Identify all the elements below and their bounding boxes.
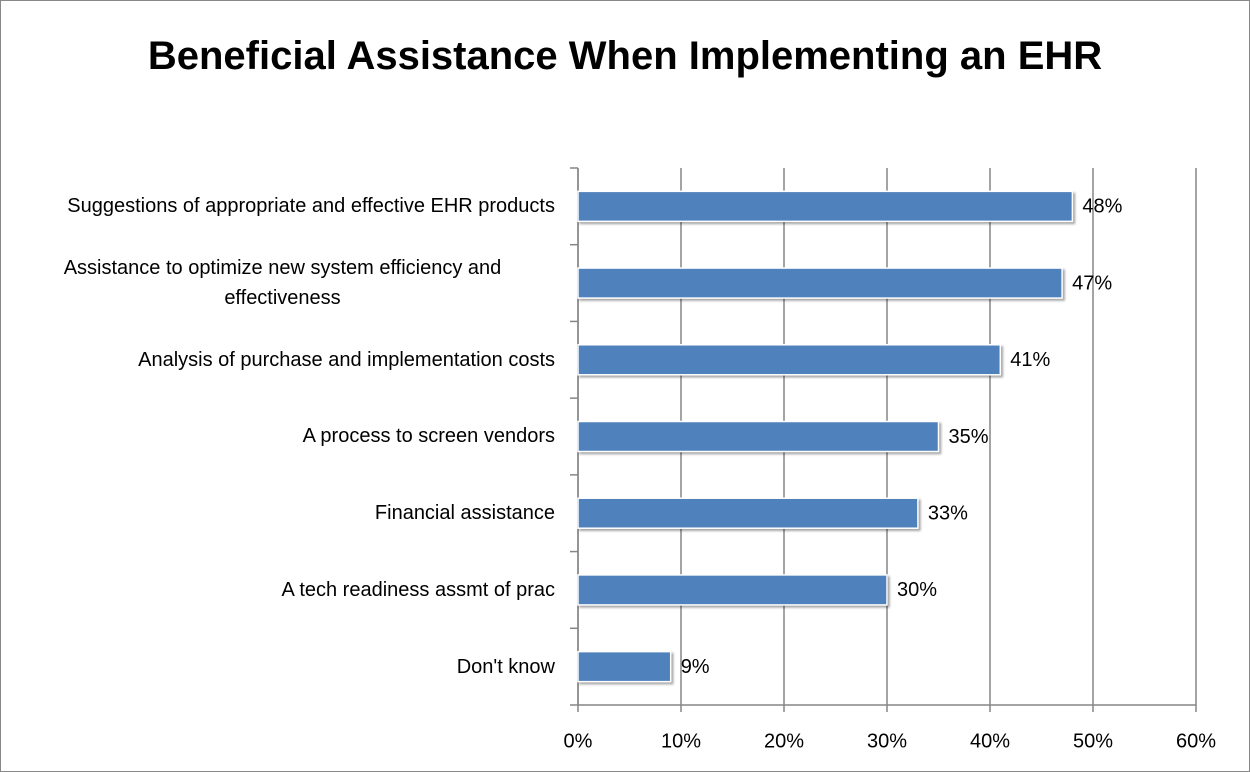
- y-tick-label: Assistance to optimize new system effici…: [10, 245, 555, 322]
- x-tick-label: 60%: [1176, 730, 1216, 752]
- value-label: 9%: [681, 656, 710, 678]
- value-label: 47%: [1072, 272, 1112, 294]
- y-tick-label: A process to screen vendors: [10, 398, 555, 475]
- x-tick-label: 20%: [764, 730, 804, 752]
- x-tick-label: 40%: [970, 730, 1010, 752]
- x-tick-label: 10%: [661, 730, 701, 752]
- y-tick-label-text: Financial assistance: [374, 502, 555, 525]
- value-label: 33%: [928, 502, 968, 524]
- bar: [577, 190, 1074, 223]
- y-tick-label-text: A process to screen vendors: [302, 425, 555, 448]
- bar: [577, 267, 1063, 299]
- y-tick-label-text: A tech readiness assmt of prac: [281, 578, 555, 601]
- bar: [577, 650, 672, 683]
- y-tick-label-text: Analysis of purchase and implementation …: [138, 348, 555, 371]
- value-label: 41%: [1010, 349, 1050, 371]
- value-label: 35%: [949, 426, 989, 448]
- bar: [577, 574, 888, 606]
- chart-title: Beneficial Assistance When Implementing …: [147, 34, 1103, 78]
- y-tick-label-text: Suggestions of appropriate and effective…: [67, 195, 555, 218]
- bar: [577, 344, 1002, 376]
- bar: [577, 420, 940, 453]
- x-tick-label: 0%: [564, 730, 593, 752]
- y-tick-label: Suggestions of appropriate and effective…: [10, 168, 555, 245]
- x-tick-label: 50%: [1073, 730, 1113, 752]
- y-tick-label: Financial assistance: [10, 475, 555, 552]
- value-label: 48%: [1082, 196, 1122, 218]
- y-tick-label-text: Assistance to optimize new system effici…: [63, 257, 502, 310]
- bar: [577, 497, 919, 529]
- y-tick-label: Don't know: [10, 628, 555, 705]
- x-tick-label: 30%: [867, 730, 907, 752]
- value-label: 30%: [897, 579, 937, 601]
- y-tick-label-text: Don't know: [456, 655, 555, 678]
- y-tick-label: A tech readiness assmt of prac: [10, 552, 555, 629]
- y-tick-label: Analysis of purchase and implementation …: [10, 321, 555, 398]
